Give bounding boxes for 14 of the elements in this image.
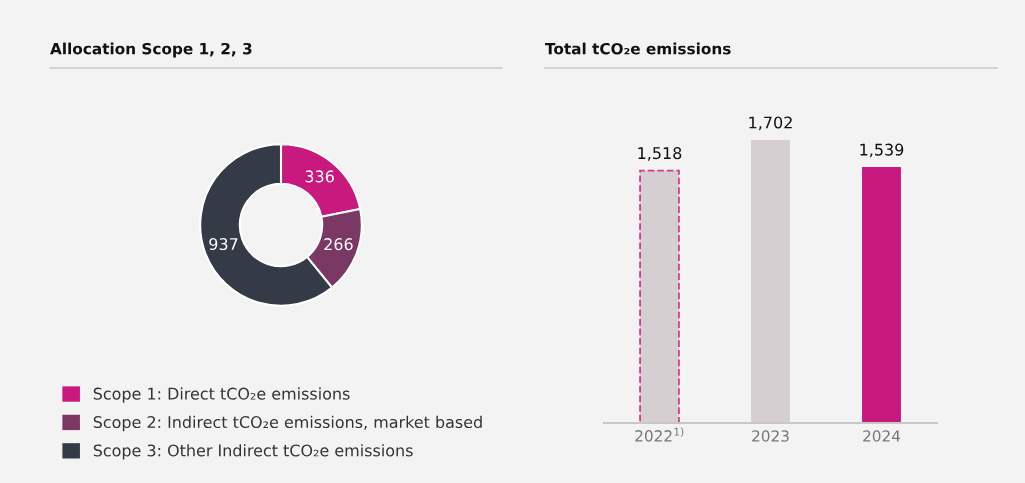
x-tick-label: 2024: [863, 430, 901, 442]
legend-label: Scope 2: Indirect tCO₂e emissions, market based: [93, 415, 482, 432]
data-label: 336: [305, 170, 334, 183]
data-label: 1,702: [749, 116, 792, 131]
data-label: 1,518: [638, 147, 682, 161]
data-label: 266: [324, 238, 353, 251]
x-tick-label: 2022$^{1)}$: [635, 427, 684, 442]
data-label: 937: [209, 238, 238, 251]
chart-title: Allocation Scope 1, 2, 3: [50, 42, 252, 58]
legend-label: Scope 3: Other Indirect tCO₂e emissions: [93, 444, 413, 460]
chart-title: Total tCO₂e emissions: [545, 42, 731, 55]
data-label: 1,539: [860, 143, 904, 158]
x-tick-label: 2023: [752, 430, 789, 442]
legend-label: Scope 1: Direct tCO₂e emissions: [93, 387, 350, 403]
